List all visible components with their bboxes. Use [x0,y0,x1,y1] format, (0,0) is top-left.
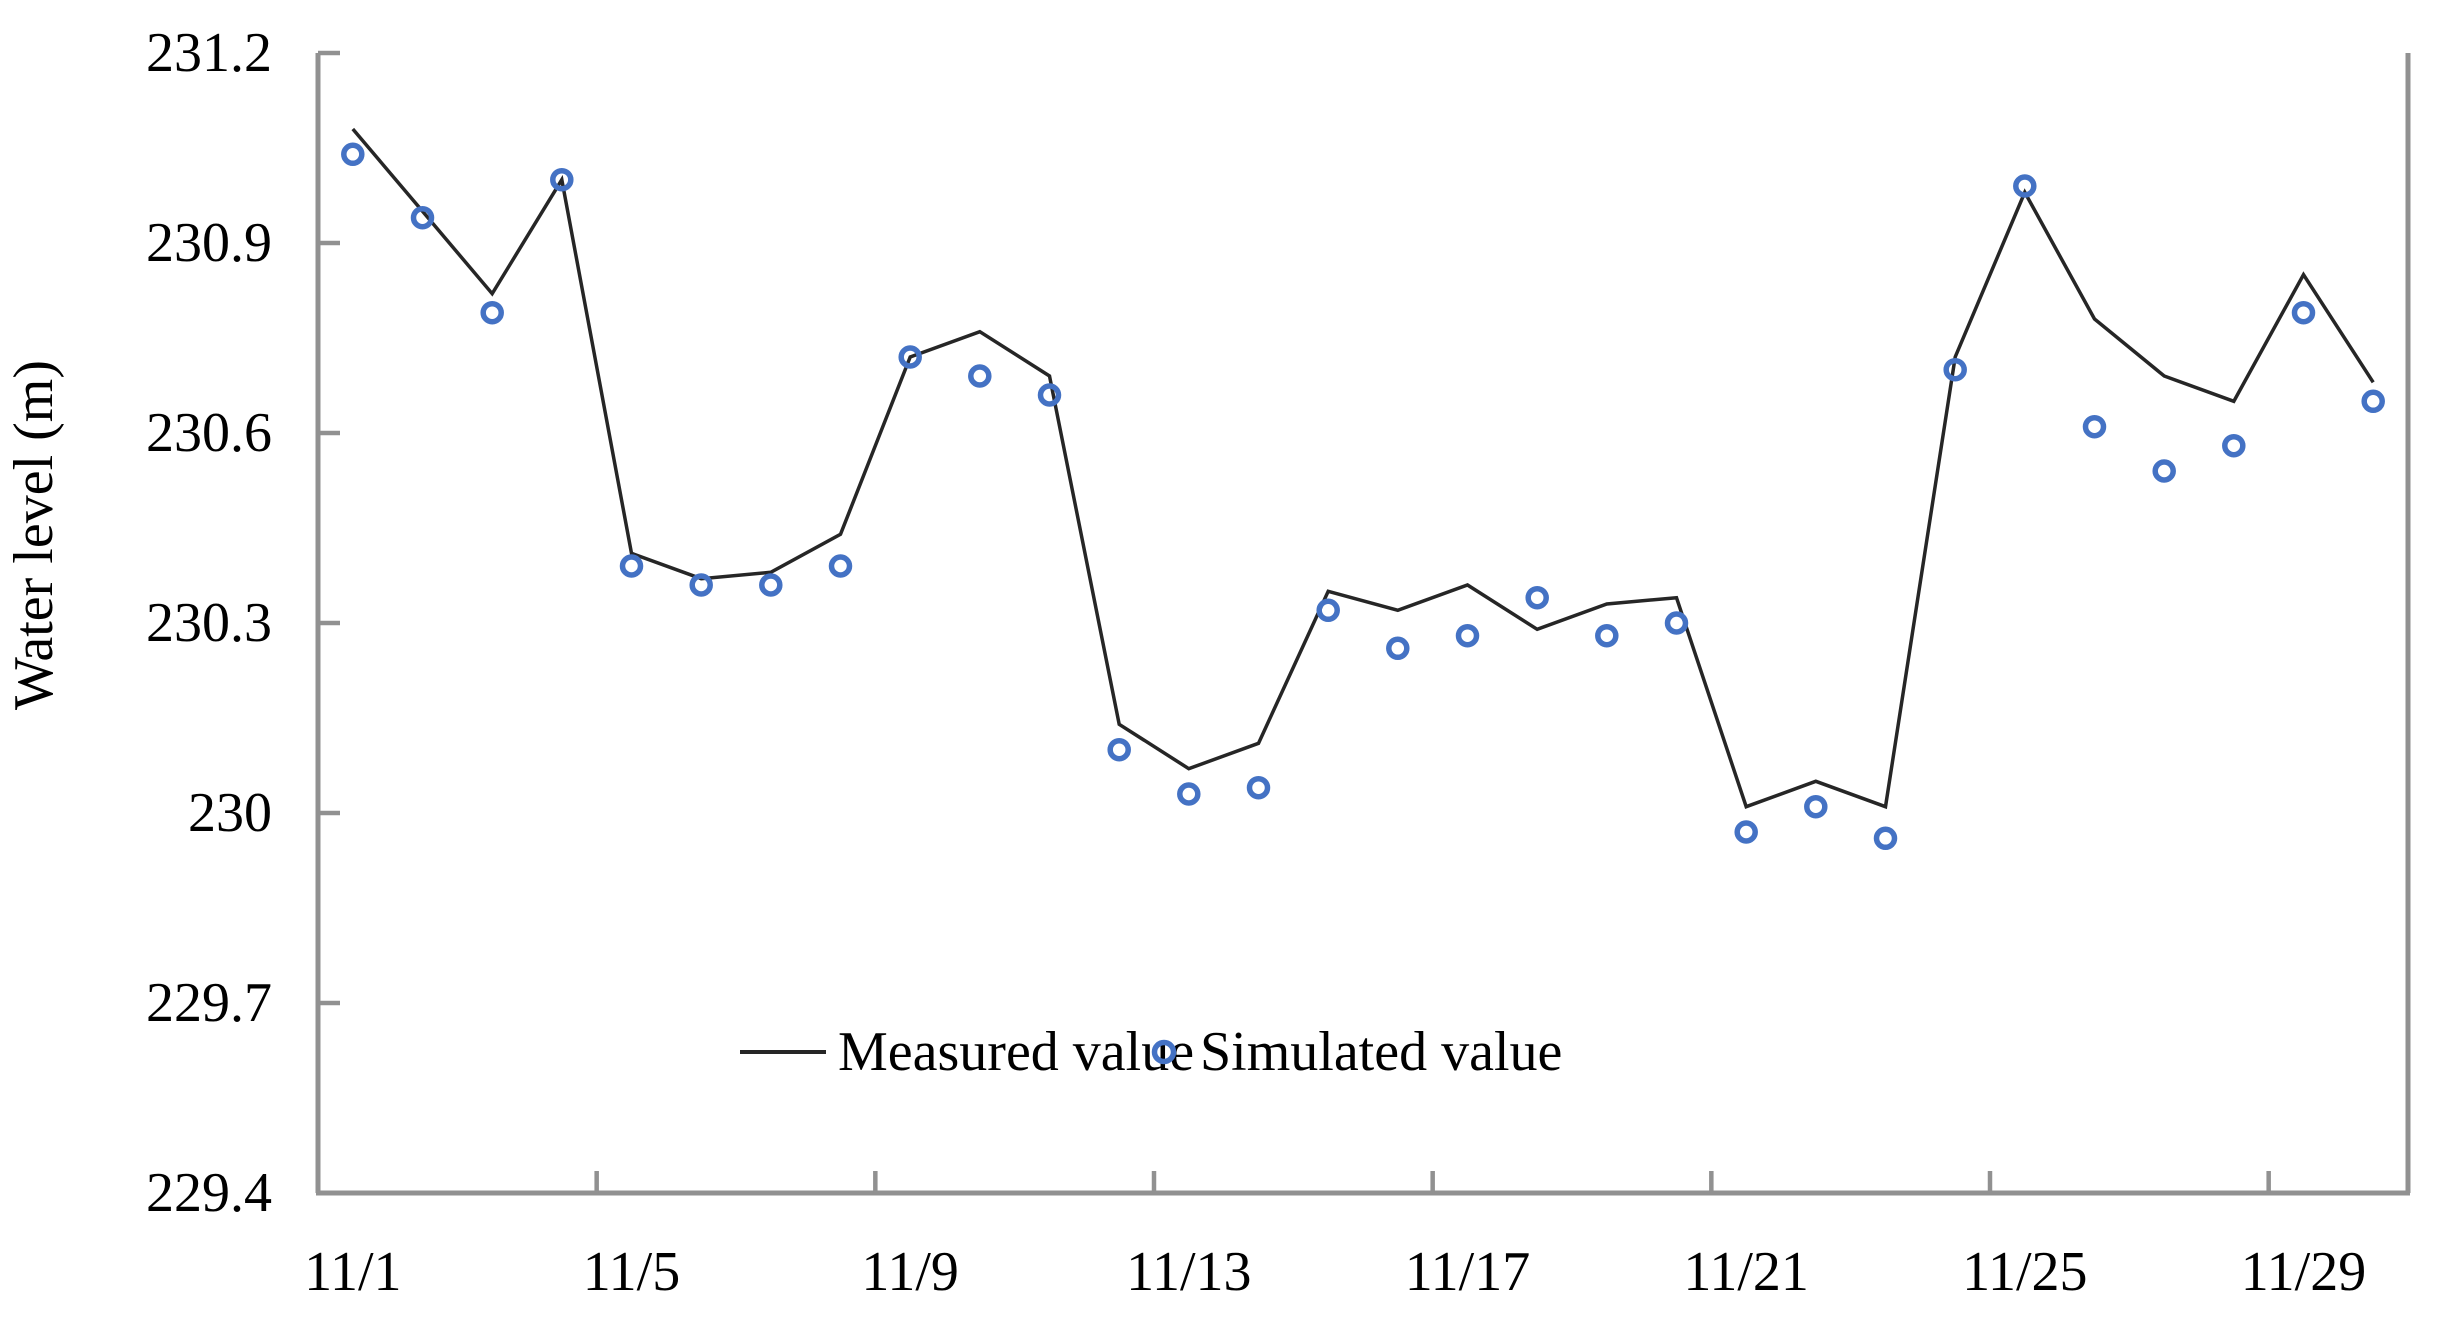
simulated-value-point [2291,300,2316,325]
simulated-value-point [1664,611,1689,635]
simulated-value-point [2361,389,2385,414]
simulated-value-point [2152,459,2176,483]
y-tick-label: 230.6 [146,402,272,464]
x-tick-label: 11/1 [304,1241,401,1303]
simulated-value-point [1525,585,1549,610]
x-tick-label: 11/17 [1405,1241,1530,1303]
legend-simulated-marker-icon [1151,1039,1177,1065]
simulated-value-point [410,205,435,230]
x-tick-label: 11/9 [861,1241,958,1303]
y-tick-label: 231.2 [146,22,272,84]
simulated-value-point [1595,623,1619,648]
y-tick-label: 229.4 [146,1162,272,1224]
simulated-value-point [898,345,922,369]
simulated-value-point [2222,433,2246,458]
simulated-scatter-series [341,142,2385,851]
y-tick-label: 230.3 [146,592,272,654]
y-tick-label: 230.9 [146,212,272,274]
simulated-value-point [689,573,713,597]
simulated-value-point [2013,174,2037,198]
simulated-value-point [341,142,365,167]
simulated-value-point [550,167,574,192]
simulated-value-point [1804,794,1828,819]
simulated-value-point [619,554,644,578]
legend-simulated-label: Simulated value [1200,1021,1562,1083]
y-tick-label: 229.7 [146,972,272,1034]
y-axis-tick-labels: 229.4 229.7 230 230.3 230.6 230.9 231.2 [146,22,272,1224]
simulated-value-point [1455,623,1480,648]
y-tick-label: 230 [188,782,272,844]
simulated-value-point [1177,782,1201,806]
simulated-value-point [2082,414,2107,439]
simulated-value-point [759,573,783,597]
simulated-value-point [1734,820,1758,844]
legend: Measured value Simulated value [740,1021,1562,1083]
simulated-value-point [480,300,504,325]
simulated-value-point [1873,826,1898,851]
simulated-value-point [968,364,992,388]
simulated-value-point [1107,737,1131,762]
simulated-value-point [1037,383,1062,407]
simulated-value-point [1943,357,1967,382]
axes [315,50,2411,1196]
simulated-value-point [1386,636,1410,661]
simulated-value-point [1246,775,1271,800]
x-axis-tick-labels: 11/1 11/5 11/9 11/13 11/17 11/21 11/25 11/29 [304,1241,2366,1303]
simulated-value-point [828,554,853,578]
x-tick-label: 11/25 [1962,1241,2087,1303]
x-tick-label: 11/13 [1126,1241,1251,1303]
legend-measured-label: Measured value [838,1021,1194,1083]
measured-line-series [351,127,2375,810]
x-tick-label: 11/5 [583,1241,680,1303]
y-axis-title: Water level (m) [3,360,65,710]
x-tick-label: 11/21 [1683,1241,1808,1303]
x-tick-label: 11/29 [2241,1241,2366,1303]
simulated-value-point [1316,598,1340,623]
measured-value-line [351,127,2375,810]
